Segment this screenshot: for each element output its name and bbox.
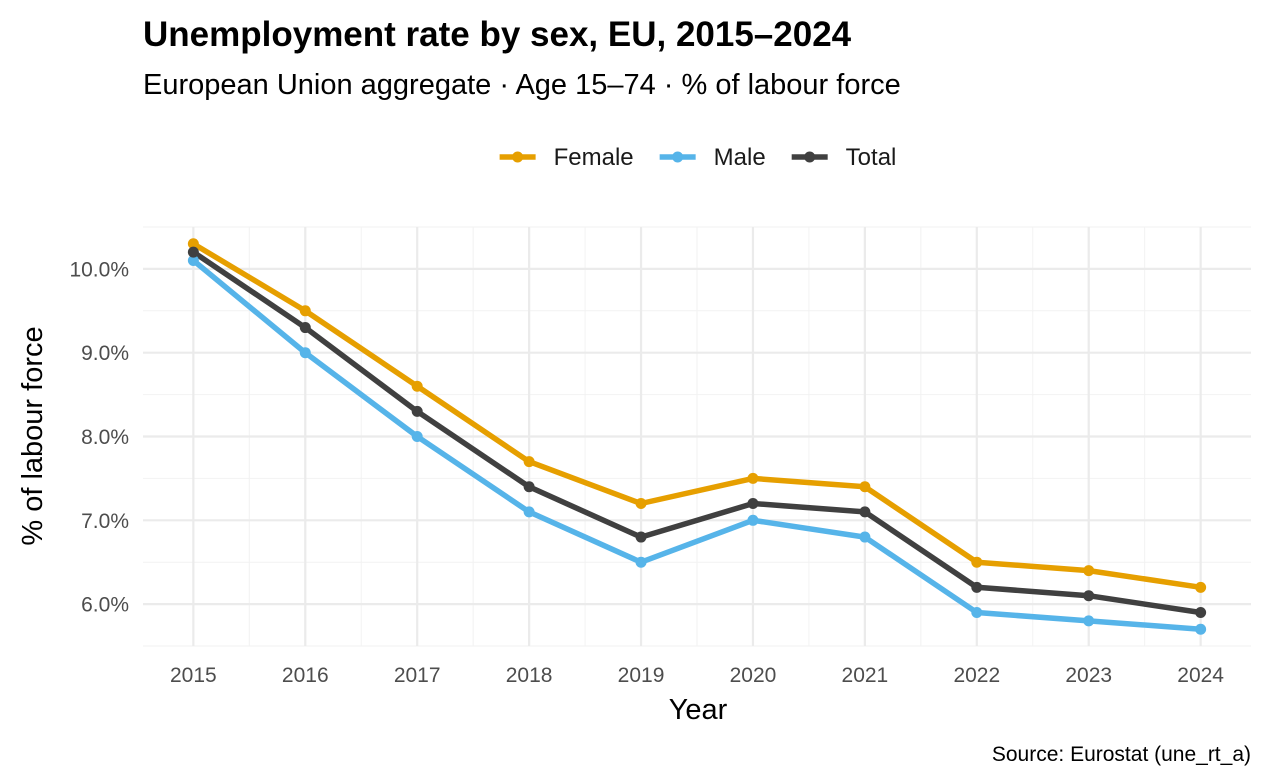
- data-point-male: [299, 347, 311, 359]
- x-tick-label: 2016: [282, 664, 329, 687]
- data-point-female: [1083, 565, 1095, 577]
- legend-key-male: [659, 151, 696, 163]
- data-point-female: [1195, 581, 1207, 593]
- legend: Female Male Total: [499, 144, 897, 171]
- data-point-female: [523, 456, 535, 468]
- x-axis-label: Year: [669, 694, 728, 726]
- data-point-total: [859, 506, 871, 518]
- data-point-female: [971, 556, 983, 568]
- major-gridlines: [143, 227, 1251, 646]
- x-tick-label: 2018: [506, 664, 553, 687]
- data-point-total: [187, 246, 199, 258]
- legend-label-male: Male: [714, 144, 766, 171]
- chart-title: Unemployment rate by sex, EU, 2015–2024: [143, 15, 852, 54]
- data-point-female: [411, 380, 423, 392]
- data-point-female: [299, 305, 311, 317]
- series-line-total: [191, 249, 1202, 616]
- chart-subtitle: European Union aggregate · Age 15–74 · %…: [143, 69, 901, 101]
- data-point-total: [299, 322, 311, 334]
- data-point-total: [747, 498, 759, 510]
- data-point-total: [635, 531, 647, 543]
- y-axis-label: % of labour force: [17, 326, 49, 545]
- x-axis-ticks: 2015 2016 2017 2018 2019 2020 2021 2022 2023 2024: [170, 664, 1224, 687]
- x-tick-label: 2019: [618, 664, 665, 687]
- data-point-total: [1083, 590, 1095, 602]
- source-caption: Source: Eurostat (une_rt_a): [992, 743, 1251, 766]
- data-point-female: [747, 472, 759, 484]
- y-tick-label: 7.0%: [81, 510, 129, 533]
- data-point-male: [747, 514, 759, 526]
- data-point-female: [859, 481, 871, 493]
- data-point-male: [859, 531, 871, 543]
- x-tick-label: 2022: [953, 664, 1000, 687]
- x-tick-label: 2021: [842, 664, 889, 687]
- series-points: [187, 238, 1207, 635]
- series-lines: [191, 241, 1202, 632]
- legend-key-female: [499, 151, 536, 163]
- x-tick-label: 2020: [730, 664, 777, 687]
- legend-label-female: Female: [554, 144, 634, 171]
- x-tick-label: 2015: [170, 664, 217, 687]
- data-point-female: [635, 498, 647, 510]
- legend-swatch-point-male: [672, 151, 684, 163]
- data-point-total: [523, 481, 535, 493]
- x-tick-label: 2023: [1065, 664, 1112, 687]
- y-tick-label: 9.0%: [81, 342, 129, 365]
- x-tick-label: 2024: [1177, 664, 1224, 687]
- y-tick-label: 6.0%: [81, 594, 129, 617]
- series-line-male: [191, 258, 1201, 632]
- y-tick-label: 8.0%: [81, 426, 129, 449]
- data-point-male: [971, 606, 983, 618]
- x-tick-label: 2017: [394, 664, 441, 687]
- legend-swatch-point-total: [804, 151, 816, 163]
- legend-swatch-point-female: [512, 151, 524, 163]
- data-point-male: [635, 556, 647, 568]
- data-point-male: [411, 431, 423, 442]
- y-tick-label: 10.0%: [69, 258, 129, 281]
- data-point-total: [1195, 606, 1207, 618]
- series-line-female: [191, 241, 1202, 591]
- data-point-total: [971, 581, 983, 593]
- data-point-male: [1083, 615, 1095, 627]
- data-point-male: [187, 255, 199, 267]
- data-point-male: [1195, 623, 1207, 635]
- data-point-total: [411, 405, 423, 417]
- y-axis-ticks: 6.0% 7.0% 8.0% 9.0% 10.0%: [69, 258, 129, 616]
- data-point-male: [523, 506, 535, 518]
- legend-key-total: [791, 151, 828, 163]
- legend-label-total: Total: [846, 144, 897, 171]
- data-point-female: [187, 238, 199, 250]
